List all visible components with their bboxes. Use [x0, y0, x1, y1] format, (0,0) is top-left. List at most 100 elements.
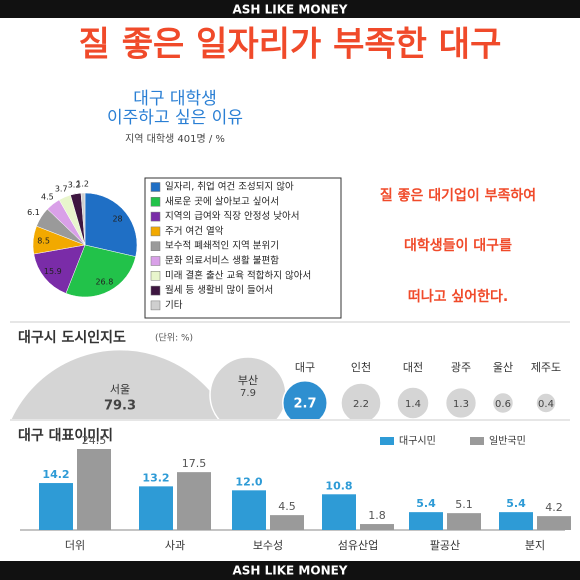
banner-text: ASH LIKE MONEY [232, 3, 347, 17]
bar [360, 524, 394, 530]
bar [270, 515, 304, 530]
city-bubble [535, 392, 557, 414]
bar [139, 486, 173, 530]
city-value: 0.6 [495, 399, 511, 410]
x-tick-label: 분지 [525, 539, 545, 552]
city-name: 광주 [451, 361, 471, 374]
pie-note: 지역 대학생 401명 / % [125, 133, 225, 145]
city-value: 2.7 [293, 397, 316, 412]
pie-slice [65, 244, 136, 298]
city-value: 0.4 [538, 399, 554, 410]
slice-label: 15.9 [44, 267, 62, 276]
value-label: 14.2 [42, 468, 69, 481]
value-label: 1.8 [368, 509, 386, 522]
x-tick-label: 보수성 [253, 539, 283, 552]
legend-swatch [380, 437, 394, 445]
legend-label: 일반국민 [489, 435, 526, 447]
city-name: 서울 [110, 383, 130, 396]
unit-label: (단위: %) [155, 333, 193, 344]
bar [537, 516, 571, 530]
city-name: 인천 [351, 360, 371, 374]
city-name: 대구 [295, 361, 315, 374]
city-value: 79.3 [104, 399, 136, 414]
value-label: 24.5 [82, 434, 107, 447]
legend-label: 문화 의료서비스 생활 불편함 [165, 255, 279, 267]
value-label: 5.4 [506, 497, 526, 510]
pie-title: 대구 대학생 [133, 89, 217, 109]
value-label: 10.8 [325, 479, 352, 492]
legend-swatch [150, 241, 161, 251]
city-name: 울산 [493, 361, 513, 374]
x-tick-label: 팔공산 [430, 539, 460, 552]
city-bubble [282, 380, 328, 419]
city-value: 1.3 [453, 399, 469, 410]
slice-label: 1.2 [76, 180, 89, 189]
city-bubble [340, 382, 382, 419]
pie-slice [84, 192, 138, 257]
top-banner [0, 0, 580, 18]
pie-slice [33, 244, 86, 294]
city-bubble [10, 348, 230, 419]
city-bubble [396, 386, 430, 419]
legend-label: 미래 결혼 출산 교육 적합하지 않아서 [165, 269, 311, 281]
city-name: 제주도 [531, 361, 561, 374]
legend-swatch [470, 437, 484, 445]
section-title: 대구시 도시인지도 [18, 329, 126, 346]
slice-label: 8.5 [37, 236, 50, 245]
value-label: 4.2 [545, 501, 563, 514]
legend-swatch [150, 256, 161, 266]
city-bubble [491, 391, 515, 415]
city-bubble [444, 386, 478, 419]
bar [499, 512, 533, 530]
legend-swatch [150, 300, 161, 311]
city-name: 대전 [403, 361, 423, 374]
bar [447, 513, 481, 530]
bar [409, 512, 443, 530]
slice-label: 3.7 [55, 184, 68, 193]
value-label: 12.0 [235, 475, 262, 488]
bottom-banner [0, 561, 580, 580]
pie-slice [80, 192, 86, 246]
side-note: 대학생들이 대구를 [404, 237, 512, 254]
legend-label: 기타 [165, 300, 183, 311]
slice-label: 26.8 [95, 277, 113, 286]
x-tick-label: 섬유산업 [338, 539, 378, 552]
value-label: 4.5 [278, 500, 296, 513]
legend-swatch [150, 271, 161, 281]
pie-title: 이주하고 싶은 이유 [107, 108, 243, 128]
legend-label: 보수적 폐쇄적인 지역 분위기 [165, 240, 279, 252]
slice-label: 6.1 [27, 208, 40, 217]
legend-swatch [150, 285, 161, 296]
legend-swatch [150, 197, 161, 207]
x-tick-label: 사과 [165, 539, 185, 552]
legend-label: 주거 여건 열악 [165, 225, 224, 237]
city-name: 부산 [238, 374, 258, 387]
banner-text: ASH LIKE MONEY [232, 564, 347, 578]
value-label: 13.2 [142, 471, 169, 484]
legend-swatch [150, 211, 161, 222]
x-tick-label: 더위 [65, 539, 85, 552]
legend-box [144, 177, 342, 319]
legend-label: 대구시민 [399, 435, 436, 447]
legend-label: 일자리, 취업 여건 조성되지 않아 [165, 181, 294, 193]
bar [177, 472, 211, 530]
bar [77, 449, 111, 530]
legend-swatch [150, 182, 161, 192]
bar [322, 494, 356, 530]
legend-label: 월세 등 생활비 많이 들어서 [165, 284, 273, 296]
headline: 질 좋은 일자리가 부족한 대구 [79, 25, 502, 65]
bar [232, 490, 266, 530]
slice-label: 4.5 [41, 192, 54, 201]
value-label: 5.4 [416, 497, 436, 510]
slice-label: 28 [112, 215, 122, 224]
legend-label: 새로운 곳에 살아보고 싶어서 [165, 196, 279, 207]
city-value: 1.4 [405, 399, 421, 410]
city-value: 2.2 [353, 399, 369, 410]
slice-label: 3.2 [68, 180, 81, 189]
section-title: 대구 대표이미지 [18, 427, 113, 444]
city-value: 7.9 [240, 388, 256, 399]
value-label: 5.1 [455, 498, 473, 511]
side-note: 떠나고 싶어한다. [408, 288, 508, 305]
legend-label: 지역의 급여와 직장 안정성 낮아서 [165, 210, 299, 222]
